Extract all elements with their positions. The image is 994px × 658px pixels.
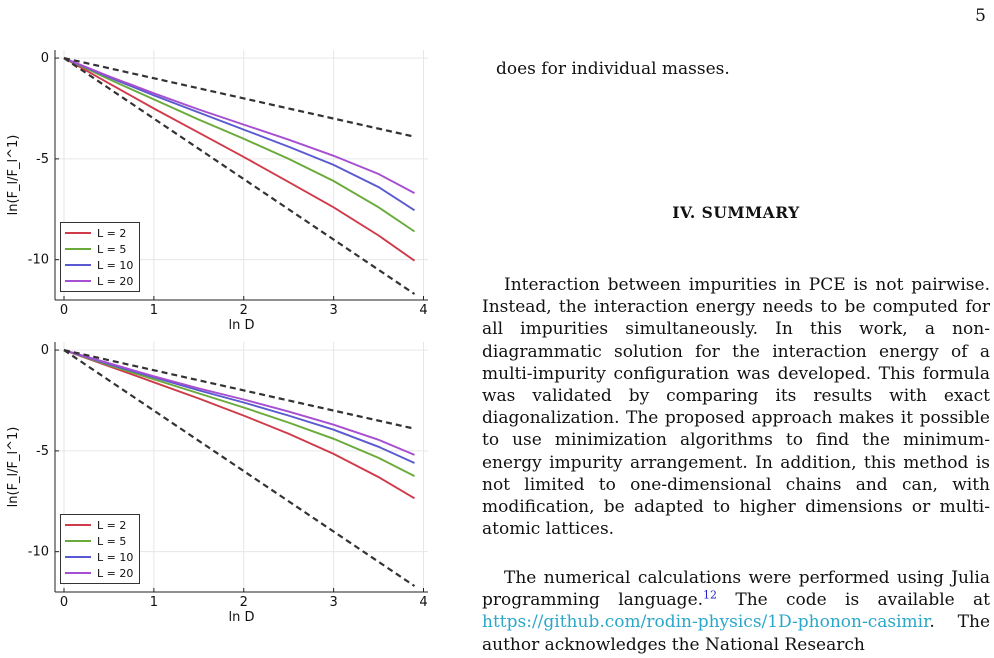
legend-label: L = 10 bbox=[97, 258, 134, 272]
legend-bottom: L = 2 L = 5 L = 10 L = 20 bbox=[60, 514, 140, 584]
legend-swatch bbox=[65, 248, 91, 250]
legend-entry: L = 20 bbox=[65, 273, 135, 289]
x-axis-label: ln D bbox=[229, 610, 255, 625]
legend-swatch bbox=[65, 540, 91, 542]
x-tick-label: 1 bbox=[150, 595, 158, 610]
legend-swatch bbox=[65, 524, 91, 526]
legend-entry: L = 5 bbox=[65, 241, 135, 257]
legend-entry: L = 2 bbox=[65, 225, 135, 241]
series-line-3 bbox=[63, 57, 415, 194]
text-column: does for individual masses. IV. SUMMARY … bbox=[482, 0, 990, 658]
y-axis-label: ln(F_l/F_l^1) bbox=[6, 135, 21, 216]
legend-entry: L = 5 bbox=[65, 533, 135, 549]
x-tick-label: 4 bbox=[419, 595, 427, 610]
y-tick-label: -5 bbox=[36, 444, 49, 459]
y-axis-label: ln(F_l/F_l^1) bbox=[6, 427, 21, 508]
ack-text: . The author acknowledges the National R… bbox=[482, 612, 990, 655]
reference-line bbox=[63, 57, 415, 138]
y-tick-label: -10 bbox=[28, 545, 49, 560]
legend-label: L = 20 bbox=[97, 566, 134, 580]
intro-text: does for individual masses. bbox=[496, 59, 730, 79]
reference-line bbox=[63, 349, 416, 587]
series-line-1 bbox=[63, 57, 416, 233]
series-line-2 bbox=[63, 57, 416, 212]
legend-swatch bbox=[65, 572, 91, 574]
y-tick-label: 0 bbox=[41, 51, 49, 66]
summary-paragraph: Interaction between impurities in PCE is… bbox=[482, 275, 990, 540]
page-number: 5 bbox=[975, 6, 986, 26]
y-tick-label: -10 bbox=[28, 253, 49, 268]
x-tick-label: 2 bbox=[240, 595, 248, 610]
x-tick-label: 3 bbox=[329, 595, 337, 610]
x-tick-label: 1 bbox=[150, 303, 158, 318]
series-line-1 bbox=[63, 349, 415, 477]
reference-line bbox=[63, 349, 415, 430]
x-axis-label: ln D bbox=[229, 318, 255, 333]
y-tick-label: -5 bbox=[36, 152, 49, 167]
legend-swatch bbox=[65, 232, 91, 234]
x-tick-label: 2 bbox=[240, 303, 248, 318]
code-repository-link[interactable]: https://github.com/rodin-physics/1D-phon… bbox=[482, 612, 930, 633]
reference-link[interactable]: 12 bbox=[703, 588, 718, 602]
section-heading: IV. SUMMARY bbox=[672, 203, 800, 222]
legend-label: L = 5 bbox=[97, 534, 127, 548]
figure-bottom-panel: 0 1 2 3 4 0 -5 -10 ln D ln(F_l/F_l^1) L = 2 L = 5… bbox=[0, 328, 440, 628]
legend-top: L = 2 L = 5 L = 10 L = 20 bbox=[60, 222, 140, 292]
legend-entry: L = 2 bbox=[65, 517, 135, 533]
acknowledgement-paragraph: The numerical calculations were performe… bbox=[482, 567, 990, 656]
legend-label: L = 5 bbox=[97, 242, 127, 256]
x-tick-label: 0 bbox=[60, 595, 68, 610]
legend-entry: L = 20 bbox=[65, 565, 135, 581]
legend-swatch bbox=[65, 264, 91, 266]
series-line-3 bbox=[63, 349, 415, 456]
legend-swatch bbox=[65, 556, 91, 558]
y-tick-label: 0 bbox=[41, 343, 49, 358]
legend-label: L = 2 bbox=[97, 518, 127, 532]
series-line-2 bbox=[63, 349, 415, 464]
legend-label: L = 10 bbox=[97, 550, 134, 564]
legend-entry: L = 10 bbox=[65, 549, 135, 565]
legend-swatch bbox=[65, 280, 91, 282]
ack-text: The code is available at bbox=[717, 590, 990, 611]
x-tick-label: 3 bbox=[329, 303, 337, 318]
figure-top-panel: 0 1 2 3 4 0 -5 -10 ln D ln(F_l/F_l^1) L = 2 L = 5… bbox=[0, 36, 440, 336]
x-tick-label: 0 bbox=[60, 303, 68, 318]
series-line-0 bbox=[63, 349, 415, 500]
top-chart: 0 1 2 3 4 0 -5 -10 ln D ln(F_l/F_l^1) bbox=[6, 50, 428, 333]
legend-entry: L = 10 bbox=[65, 257, 135, 273]
ack-text: The numerical calculations were performe… bbox=[482, 568, 990, 611]
reference-line bbox=[63, 57, 416, 295]
legend-label: L = 20 bbox=[97, 274, 134, 288]
legend-label: L = 2 bbox=[97, 226, 127, 240]
x-tick-label: 4 bbox=[419, 303, 427, 318]
series-line-0 bbox=[63, 57, 416, 262]
bottom-chart: 0 1 2 3 4 0 -5 -10 ln D ln(F_l/F_l^1) bbox=[6, 342, 428, 625]
